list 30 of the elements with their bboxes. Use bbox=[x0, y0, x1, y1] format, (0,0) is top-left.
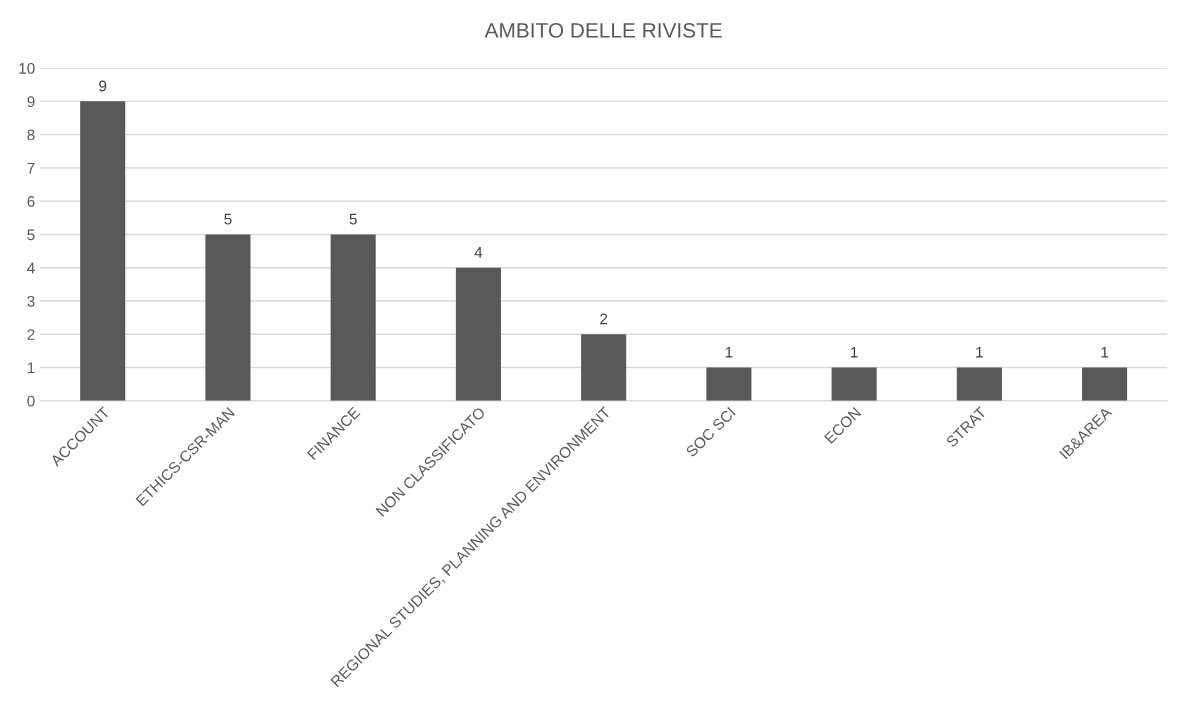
data-label: 5 bbox=[224, 213, 232, 225]
y-tick-label: 2 bbox=[27, 329, 35, 340]
y-tick-label: 1 bbox=[27, 362, 35, 374]
y-tick-label: 10 bbox=[19, 62, 35, 74]
y-tick-label: 0 bbox=[27, 395, 35, 407]
data-label: 1 bbox=[725, 346, 733, 358]
chart-title: AMBITO DELLE RIVISTE bbox=[484, 22, 722, 38]
y-tick-label: 7 bbox=[27, 162, 35, 174]
data-label: 9 bbox=[99, 80, 107, 92]
bar bbox=[706, 367, 752, 401]
bar bbox=[330, 234, 376, 401]
bar bbox=[581, 334, 627, 401]
bar bbox=[831, 367, 877, 401]
data-label: 1 bbox=[976, 346, 983, 358]
bar bbox=[205, 234, 251, 401]
y-tick-label: 8 bbox=[27, 129, 35, 141]
y-tick-label: 3 bbox=[27, 295, 35, 307]
data-label: 1 bbox=[1101, 346, 1109, 358]
bar bbox=[956, 367, 1002, 401]
y-tick-label: 4 bbox=[27, 262, 35, 274]
data-label: 2 bbox=[600, 313, 608, 325]
y-tick-label: 9 bbox=[27, 96, 35, 108]
bar bbox=[455, 267, 501, 401]
y-tick-label: 6 bbox=[27, 196, 35, 207]
data-label: 5 bbox=[349, 213, 357, 225]
y-tick-label: 5 bbox=[27, 229, 35, 241]
data-label: 4 bbox=[474, 247, 483, 258]
bar bbox=[80, 101, 126, 401]
data-label: 1 bbox=[851, 346, 858, 358]
bar bbox=[1082, 367, 1128, 401]
